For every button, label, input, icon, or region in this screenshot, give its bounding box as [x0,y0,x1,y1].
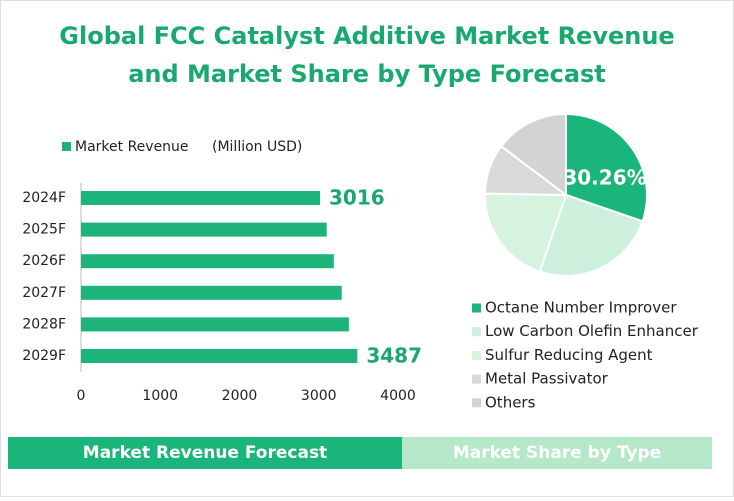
value-label: 3016 [329,186,385,210]
legend-swatch [62,142,71,151]
title-line: Global FCC Catalyst Additive Market Reve… [59,22,674,50]
tab-label: Market Share by Type [453,443,661,463]
legend-label: Market Revenue [75,139,189,155]
tab [402,437,712,469]
legend-swatch [472,327,481,337]
x-tick-label: 3000 [301,388,337,404]
bar [81,317,349,332]
unit-label: (Million USD) [212,139,302,155]
legend-label: Octane Number Improver [485,299,677,317]
pie-slice [499,112,567,198]
legend-label: Sulfur Reducing Agent [485,346,653,364]
pie-slice [484,192,568,273]
x-tick-label: 2000 [222,388,258,404]
pie-slice [538,193,644,277]
y-tick-label: 2027F [22,285,66,301]
value-label: 30.26% [563,166,646,190]
bar [81,285,342,300]
legend-label: Low Carbon Olefin Enhancer [485,322,699,340]
tab [8,437,402,469]
y-tick-label: 2024F [22,190,66,206]
x-tick-label: 4000 [380,388,416,404]
y-tick-label: 2029F [22,348,66,364]
legend-label: Others [485,393,536,411]
legend-swatch [472,374,481,384]
y-tick-label: 2028F [22,316,66,332]
legend-label: Metal Passivator [485,370,609,388]
y-tick-label: 2025F [22,222,66,238]
bar [81,349,358,363]
pie-slice [565,112,648,223]
value-label: 3487 [366,344,422,368]
title-line: and Market Share by Type Forecast [128,60,606,88]
tab-label: Market Revenue Forecast [83,443,327,463]
legend-swatch [472,350,481,360]
bar [81,191,321,205]
bar [81,254,334,269]
y-tick-label: 2026F [22,253,66,269]
legend-swatch [472,398,481,408]
legend-swatch [472,303,481,313]
x-tick-label: 1000 [142,388,178,404]
x-tick-label: 0 [77,388,86,404]
bar [81,222,327,237]
